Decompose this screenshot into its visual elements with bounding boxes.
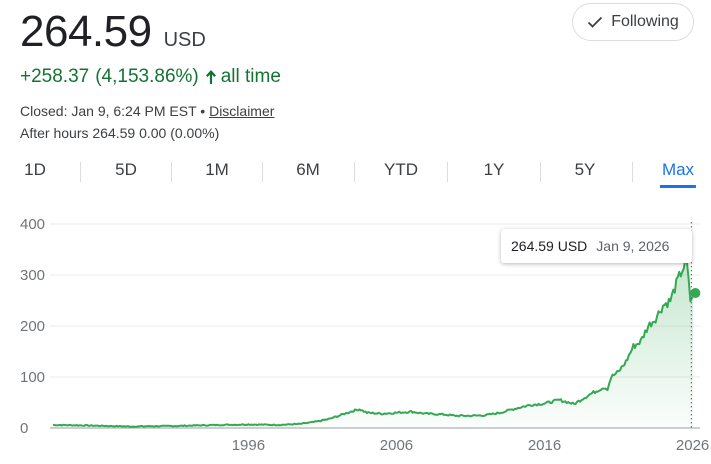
range-separator: [447, 162, 448, 182]
quote-header: 264.59 USD: [20, 6, 206, 58]
y-tick-label: 100: [20, 369, 45, 386]
range-separator: [171, 162, 172, 182]
closed-info: Closed: Jan 9, 6:24 PM EST • Disclaimer: [20, 103, 274, 119]
closed-label: Closed: Jan 9, 6:24 PM EST: [20, 103, 197, 119]
after-hours-info: After hours 264.59 0.00 (0.00%): [20, 125, 220, 141]
check-icon: [588, 16, 603, 28]
price-change: +258.37 (4,153.86%) all time: [20, 66, 281, 88]
following-label: Following: [611, 13, 679, 30]
change-period: all time: [220, 66, 281, 87]
following-button[interactable]: Following: [572, 3, 694, 41]
chart-tooltip: 264.59 USD Jan 9, 2026: [501, 229, 692, 263]
y-tick-label: 200: [20, 318, 45, 335]
x-tick-label: 1996: [232, 437, 265, 454]
current-price: 264.59: [20, 7, 152, 56]
range-tab-5y[interactable]: 5Y: [574, 160, 596, 179]
price-area-fill: [53, 259, 694, 428]
range-tab-ytd[interactable]: YTD: [384, 160, 418, 179]
range-separator: [262, 162, 263, 182]
arrow-up-icon: [205, 70, 216, 84]
y-tick-label: 0: [20, 420, 28, 437]
tooltip-date: Jan 9, 2026: [596, 238, 670, 254]
x-tick-label: 2016: [528, 437, 561, 454]
change-percent: (4,153.86%): [95, 66, 199, 87]
currency-label: USD: [163, 29, 206, 51]
range-separator: [540, 162, 541, 182]
range-tab-max[interactable]: Max: [659, 154, 697, 188]
range-separator: [80, 162, 81, 182]
x-tick-label: 2006: [380, 437, 413, 454]
x-tick-label: 2026: [676, 437, 709, 454]
price-chart[interactable]: 0 100 200 300 400 1996 2006 2016 2026: [0, 200, 711, 464]
range-separator: [632, 162, 633, 182]
y-tick-label: 300: [20, 267, 45, 284]
range-tab-1d[interactable]: 1D: [24, 160, 46, 179]
range-tab-1y[interactable]: 1Y: [483, 160, 505, 179]
range-tabs: 1D 5D 1M 6M YTD 1Y 5Y Max: [0, 154, 711, 188]
change-value: +258.37: [20, 66, 90, 87]
range-tab-6m[interactable]: 6M: [296, 160, 320, 179]
price-line: [53, 258, 695, 428]
y-tick-label: 400: [20, 216, 45, 233]
last-price-marker: [690, 288, 701, 299]
range-tab-5d[interactable]: 5D: [115, 160, 137, 179]
disclaimer-link[interactable]: Disclaimer: [209, 103, 275, 119]
bullet-separator: •: [196, 103, 210, 119]
range-tab-1m[interactable]: 1M: [205, 160, 229, 179]
range-separator: [354, 162, 355, 182]
tooltip-price: 264.59 USD: [511, 238, 588, 254]
